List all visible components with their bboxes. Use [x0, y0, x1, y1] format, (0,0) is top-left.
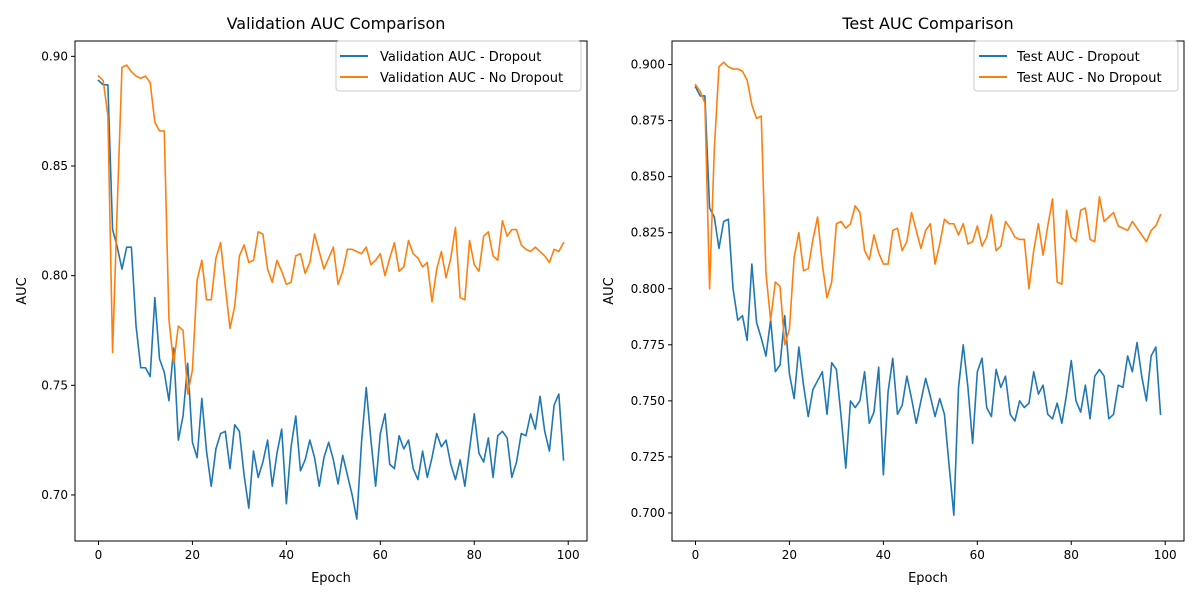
y-axis-label: AUC [602, 277, 617, 305]
plot-frame [74, 40, 588, 542]
y-tick-label: 0.825 [631, 226, 665, 240]
series-line-dropout [694, 85, 1162, 517]
y-axis-label: AUC [15, 277, 30, 305]
series-line-dropout [97, 79, 565, 520]
y-tick-label: 0.875 [631, 114, 665, 128]
x-tick-label: 80 [1064, 548, 1079, 562]
x-axis-label: Epoch [908, 571, 948, 586]
x-tick-label: 0 [692, 548, 700, 562]
series-layer [694, 61, 1162, 517]
y-tick-label: 0.80 [41, 269, 68, 283]
x-tick-label: 20 [185, 548, 200, 562]
test-auc-chart: Test AUC Comparison 0 20 40 60 80 100 0.7000.… [602, 14, 1185, 586]
legend-box [973, 40, 1179, 92]
legend-label-no-dropout: Validation AUC - No Dropout [380, 71, 563, 86]
legend-box [335, 40, 582, 92]
y-tick-label: 0.725 [631, 450, 665, 464]
validation-auc-chart: Validation AUC Comparison 0 20 40 60 80 100 0… [15, 14, 588, 586]
series-layer [97, 64, 565, 520]
x-tick-label: 100 [1154, 548, 1177, 562]
x-axis-label: Epoch [311, 571, 351, 586]
y-tick-label: 0.75 [41, 378, 68, 392]
y-tick-label: 0.775 [631, 338, 665, 352]
y-tick-label: 0.800 [631, 282, 665, 296]
x-tick-label: 40 [279, 548, 294, 562]
series-line-no-dropout [694, 61, 1162, 346]
chart-title: Test AUC Comparison [841, 14, 1013, 33]
x-tick-label: 80 [467, 548, 482, 562]
legend: Validation AUC - Dropout Validation AUC … [335, 40, 582, 92]
y-tick-label: 0.85 [41, 159, 68, 173]
y-tick-label: 0.70 [41, 488, 68, 502]
x-tick-label: 20 [782, 548, 797, 562]
chart-title: Validation AUC Comparison [227, 14, 446, 33]
y-axis: 0.700 0.725 0.750 0.775 0.800 0.825 0.850 0.875… [631, 58, 672, 520]
series-line-no-dropout [97, 64, 565, 395]
x-tick-label: 100 [557, 548, 580, 562]
legend-label-dropout: Test AUC - Dropout [1016, 50, 1140, 65]
x-tick-label: 60 [970, 548, 985, 562]
y-tick-label: 0.850 [631, 170, 665, 184]
x-tick-label: 60 [373, 548, 388, 562]
y-tick-label: 0.900 [631, 58, 665, 72]
legend: Test AUC - Dropout Test AUC - No Dropout [973, 40, 1179, 92]
y-tick-label: 0.750 [631, 394, 665, 408]
x-tick-label: 0 [95, 548, 103, 562]
x-tick-label: 40 [876, 548, 891, 562]
legend-label-dropout: Validation AUC - Dropout [380, 50, 541, 65]
legend-label-no-dropout: Test AUC - No Dropout [1016, 71, 1162, 86]
y-axis: 0.70 0.75 0.80 0.85 0.90 [41, 49, 75, 502]
y-tick-label: 0.90 [41, 49, 68, 63]
x-axis: 0 20 40 60 80 100 [95, 541, 580, 562]
plot-frame [671, 40, 1185, 542]
x-axis: 0 20 40 60 80 100 [692, 541, 1177, 562]
y-tick-label: 0.700 [631, 506, 665, 520]
